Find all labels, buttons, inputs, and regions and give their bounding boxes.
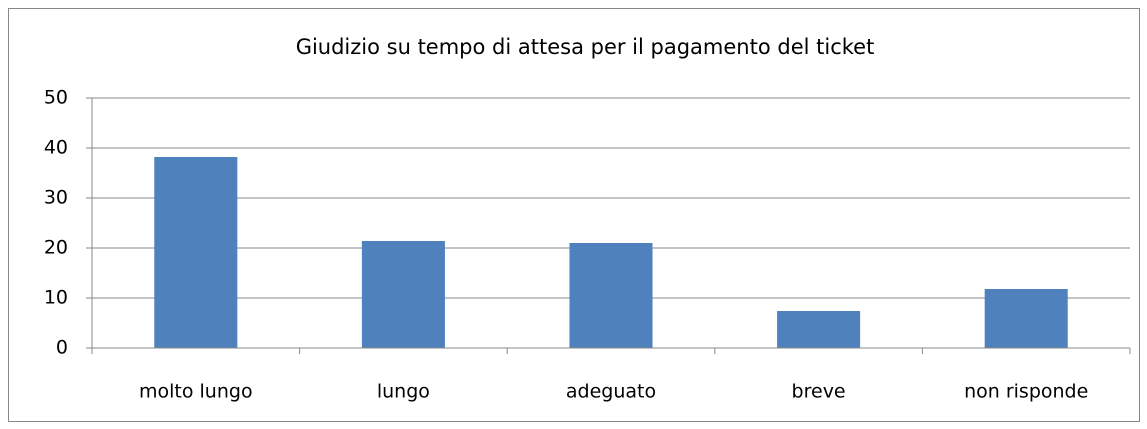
bar <box>984 289 1068 348</box>
x-tick-label: lungo <box>377 381 430 403</box>
x-tick-label: molto lungo <box>139 381 253 403</box>
bar <box>569 243 653 348</box>
bar <box>361 241 445 348</box>
y-tick-label: 0 <box>56 337 68 359</box>
x-tick-label: breve <box>792 381 846 403</box>
chart-title: Giudizio su tempo di attesa per il pagam… <box>296 35 875 59</box>
y-tick-label: 50 <box>44 87 68 109</box>
bar <box>777 311 861 348</box>
bar <box>154 157 238 348</box>
y-tick-label: 10 <box>44 287 68 309</box>
x-tick-label: non risponde <box>964 381 1088 403</box>
y-tick-label: 40 <box>44 137 68 159</box>
x-tick-label: adeguato <box>566 381 656 403</box>
y-tick-label: 30 <box>44 187 68 209</box>
y-tick-label: 20 <box>44 237 68 259</box>
